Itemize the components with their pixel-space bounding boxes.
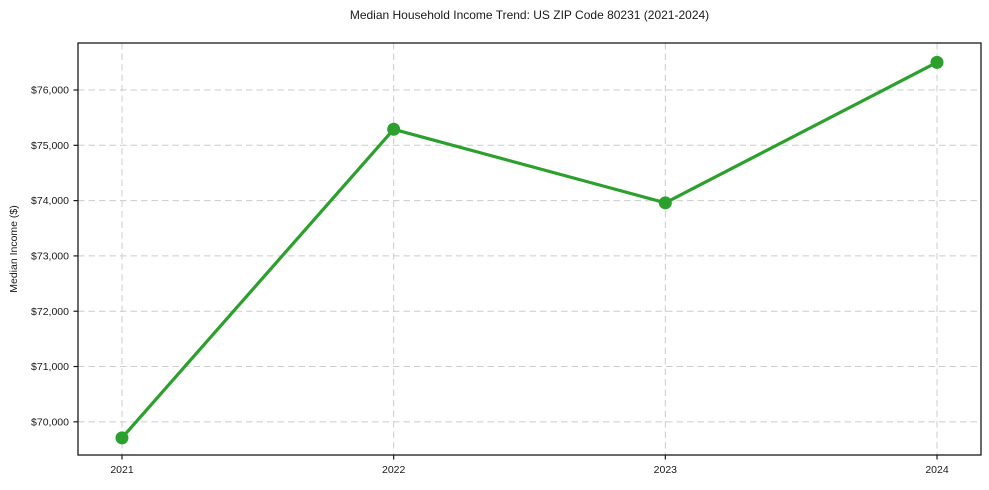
chart-title: Median Household Income Trend: US ZIP Co…	[349, 8, 710, 22]
x-tick-label: 2022	[382, 464, 406, 476]
x-tick-label: 2024	[925, 464, 949, 476]
y-tick-label: $73,000	[31, 251, 69, 263]
y-tick-label: $71,000	[31, 361, 69, 373]
y-tick-label: $76,000	[31, 85, 69, 97]
plot-frame	[77, 42, 982, 456]
data-point-2021	[115, 431, 129, 445]
y-tick-label: $70,000	[31, 416, 69, 428]
y-tick-label: $75,000	[31, 140, 69, 152]
y-tick-label: $74,000	[31, 195, 69, 207]
x-tick-label: 2021	[110, 464, 134, 476]
y-tick-label: $72,000	[31, 306, 69, 318]
data-point-2024	[930, 55, 944, 69]
data-point-2022	[387, 122, 401, 136]
x-tick-label: 2023	[654, 464, 678, 476]
data-point-2023	[658, 196, 672, 210]
trend-line	[120, 60, 939, 440]
